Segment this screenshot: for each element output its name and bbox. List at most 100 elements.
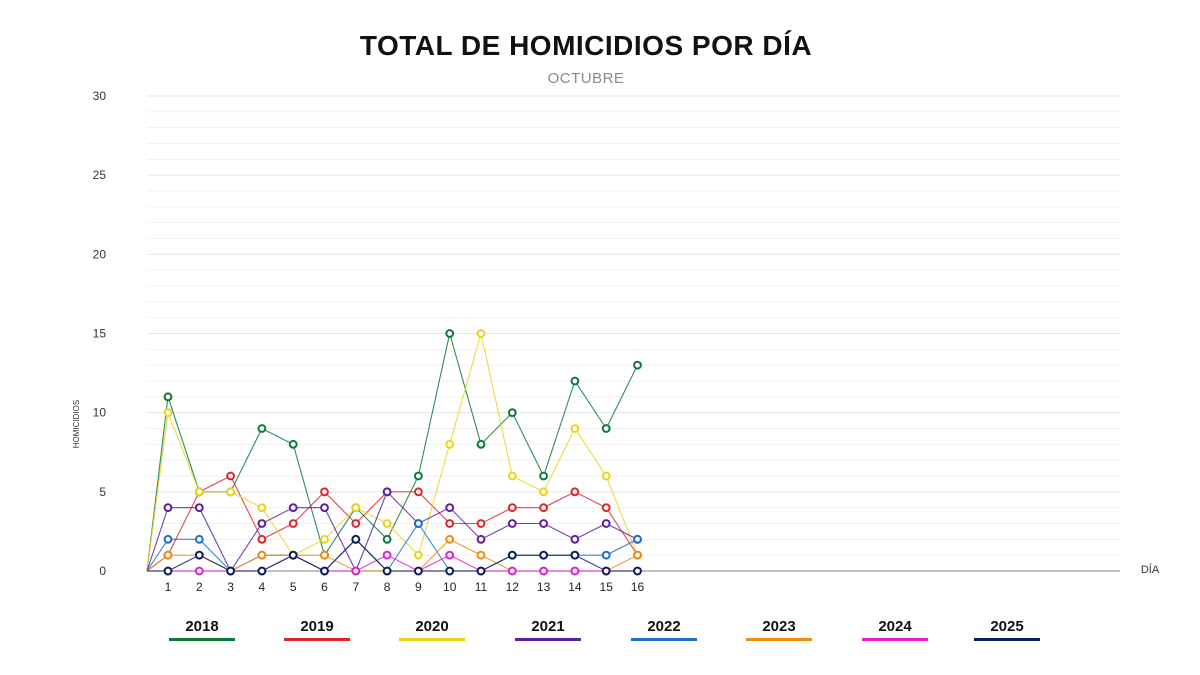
y-tick-label: 10 — [93, 406, 107, 420]
x-tick-label: 3 — [227, 580, 234, 594]
legend-label: 2025 — [990, 618, 1024, 635]
data-point-2020 — [382, 519, 392, 528]
data-point-2023 — [163, 550, 173, 560]
data-point-2018 — [414, 471, 423, 481]
data-point-2024 — [382, 550, 392, 560]
data-point-2020 — [163, 408, 173, 418]
data-point-2024 — [194, 566, 204, 576]
legend-swatch — [284, 638, 350, 641]
y-tick-label: 25 — [93, 168, 107, 182]
y-axis-label: HOMICIDIOS — [72, 400, 81, 448]
data-point-2019 — [601, 503, 611, 513]
x-tick-label: 12 — [506, 580, 520, 594]
x-tick-label: 15 — [600, 580, 614, 594]
data-point-2021 — [507, 519, 517, 528]
data-point-2020 — [320, 534, 329, 544]
data-point-2020 — [445, 439, 455, 449]
data-point-2022 — [194, 534, 204, 544]
data-point-2020 — [257, 503, 267, 513]
data-point-2019 — [288, 519, 298, 528]
data-point-2021 — [194, 503, 204, 513]
legend: 2018 2019 2020 2021 2022 2023 2024 2025 — [0, 618, 1200, 658]
x-tick-label: 14 — [568, 580, 582, 594]
x-tick-label: 1 — [165, 580, 172, 594]
legend-item-2024: 2024 — [860, 618, 930, 641]
x-tick-label: 8 — [384, 580, 391, 594]
data-point-2025 — [539, 550, 548, 560]
legend-swatch — [515, 638, 581, 641]
data-point-2020 — [351, 503, 361, 513]
chart-title: TOTAL DE HOMICIDIOS POR DÍA — [359, 30, 813, 61]
legend-swatch — [631, 638, 697, 641]
data-point-2023 — [257, 550, 267, 560]
data-point-2019 — [351, 519, 361, 528]
y-tick-label: 5 — [99, 485, 106, 499]
chart-subtitle: OCTUBRE — [547, 70, 625, 87]
data-point-2019 — [320, 487, 329, 497]
x-tick-label: 16 — [631, 580, 645, 594]
legend-item-2025: 2025 — [972, 618, 1042, 641]
data-point-2020 — [507, 471, 517, 481]
data-point-2025 — [226, 566, 236, 576]
data-point-2019 — [445, 519, 455, 528]
data-point-2025 — [288, 550, 298, 560]
legend-label: 2023 — [762, 618, 796, 635]
data-point-2022 — [163, 534, 173, 544]
data-point-2019 — [507, 503, 517, 513]
x-tick-label: 11 — [475, 580, 488, 594]
data-point-2023 — [476, 550, 486, 560]
legend-item-2019: 2019 — [282, 618, 352, 641]
data-point-2025 — [194, 550, 204, 560]
data-point-2022 — [633, 534, 642, 544]
series-line-2022 — [146, 522, 638, 572]
data-point-2023 — [633, 550, 642, 560]
data-point-2021 — [382, 487, 392, 497]
x-tick-label: 4 — [259, 580, 266, 594]
data-point-2018 — [570, 376, 580, 386]
legend-label: 2022 — [647, 618, 681, 635]
legend-swatch — [862, 638, 928, 641]
data-point-2025 — [320, 566, 329, 576]
data-point-2019 — [257, 534, 267, 544]
data-point-2025 — [382, 566, 392, 576]
data-point-2019 — [226, 471, 236, 481]
data-point-2025 — [445, 566, 455, 576]
y-tick-label: 30 — [93, 89, 107, 103]
data-point-2019 — [570, 487, 580, 497]
data-point-2020 — [601, 471, 611, 481]
data-point-2022 — [601, 550, 611, 560]
data-point-2025 — [476, 566, 486, 576]
y-tick-label: 15 — [93, 327, 107, 341]
data-point-2020 — [570, 424, 580, 433]
y-tick-label: 20 — [93, 247, 107, 261]
x-tick-label: 10 — [443, 580, 457, 594]
data-point-2020 — [414, 550, 423, 560]
data-point-2021 — [601, 519, 611, 528]
x-tick-label: 2 — [196, 580, 203, 594]
legend-label: 2019 — [300, 618, 334, 635]
data-point-2020 — [476, 329, 486, 338]
data-point-2024 — [539, 566, 548, 576]
data-point-2018 — [539, 471, 548, 481]
data-point-2018 — [257, 424, 267, 433]
x-tick-label: 13 — [537, 580, 551, 594]
data-point-2020 — [539, 487, 548, 497]
data-point-2024 — [351, 566, 361, 576]
series-line-2021 — [146, 490, 638, 573]
legend-item-2022: 2022 — [629, 618, 699, 641]
data-point-2025 — [633, 566, 642, 576]
data-point-2023 — [320, 550, 329, 560]
data-point-2018 — [633, 360, 642, 370]
data-point-2025 — [507, 550, 517, 560]
data-point-2024 — [445, 550, 455, 560]
data-point-2018 — [601, 424, 611, 433]
data-point-2019 — [414, 487, 423, 497]
data-point-2024 — [507, 566, 517, 576]
legend-swatch — [974, 638, 1040, 641]
x-tick-label: 7 — [352, 580, 359, 594]
data-point-2025 — [163, 566, 173, 576]
data-point-2020 — [226, 487, 236, 497]
legend-item-2020: 2020 — [397, 618, 467, 641]
x-axis-label: DÍA — [1141, 563, 1160, 576]
